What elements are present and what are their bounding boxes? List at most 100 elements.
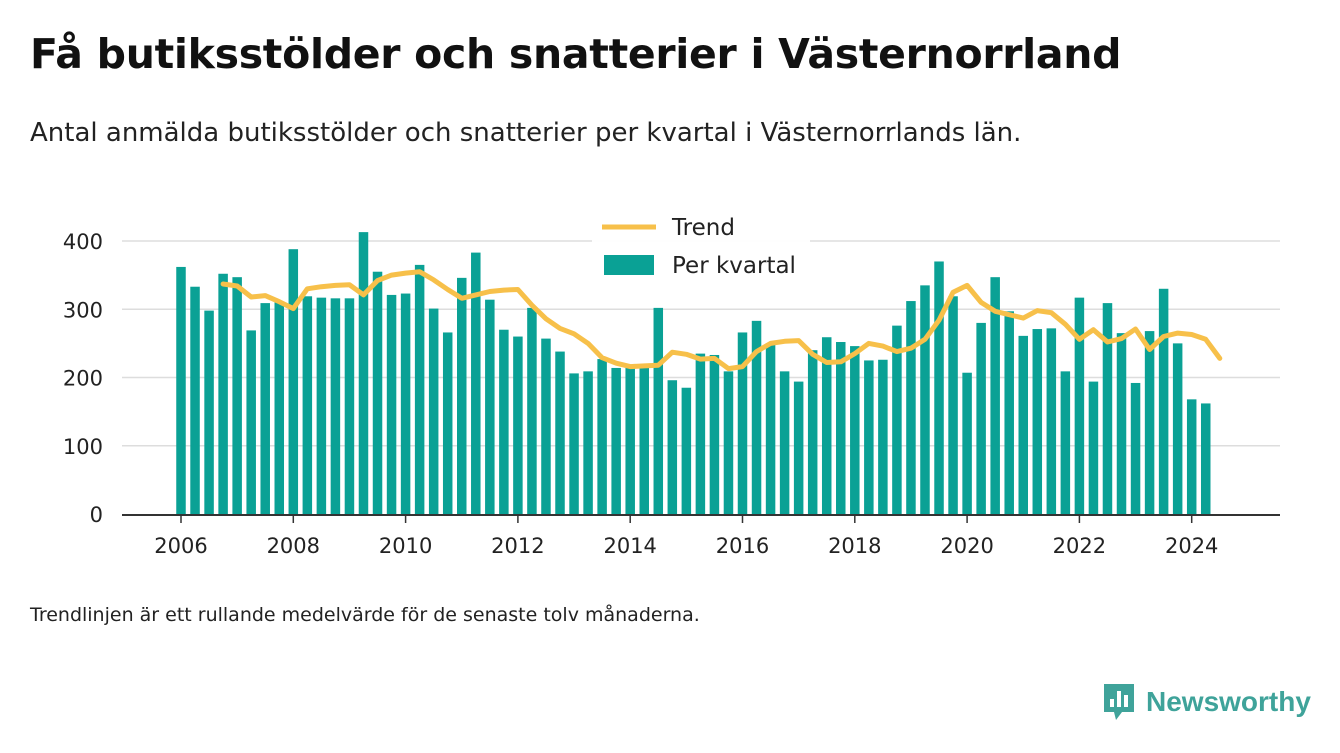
bar: [414, 264, 425, 514]
bar: [1200, 403, 1211, 514]
y-tick-label: 300: [63, 298, 103, 322]
bar: [709, 354, 720, 514]
chart-title: Få butiksstölder och snatterier i Väster…: [30, 30, 1122, 78]
bar: [218, 273, 228, 514]
bar: [864, 360, 874, 514]
bar: [625, 367, 635, 514]
x-tick-label: 2010: [379, 534, 432, 558]
bar: [990, 277, 1000, 514]
bar: [344, 298, 355, 514]
brand-name: Newsworthy: [1146, 686, 1311, 717]
bar: [765, 343, 776, 514]
brand[interactable]: Newsworthy: [1102, 682, 1311, 722]
bar: [316, 297, 327, 514]
bar: [948, 296, 958, 514]
bar: [246, 330, 256, 514]
x-tick-label: 2014: [603, 534, 656, 558]
bar: [372, 271, 383, 514]
bar: [1032, 329, 1043, 514]
bar: [1172, 343, 1183, 514]
x-tick-label: 2006: [154, 534, 207, 558]
trend-line: [220, 269, 1223, 372]
bar: [653, 307, 664, 514]
bar: [457, 277, 467, 514]
bar: [386, 294, 397, 514]
bars-group: [176, 232, 1211, 515]
bar: [499, 329, 509, 514]
bar: [695, 353, 706, 514]
y-tick-label: 200: [63, 367, 103, 391]
y-axis-ticks: 0 100 200 300 400: [63, 230, 103, 527]
bar: [639, 366, 649, 514]
bar: [1102, 303, 1113, 514]
bar: [1060, 371, 1071, 514]
x-tick-label: 2016: [716, 534, 769, 558]
bar: [1018, 335, 1028, 514]
bar: [330, 298, 341, 514]
x-tick-label: 2022: [1053, 534, 1106, 558]
x-axis-ticks: 2006 2008 2010 2012 2014 2016 2018 2020 2022 2024: [154, 515, 1218, 558]
bar: [274, 302, 285, 514]
bar: [1116, 333, 1127, 514]
bar: [260, 303, 270, 514]
bar: [232, 277, 242, 514]
bar: [807, 350, 818, 514]
bar: [793, 381, 804, 514]
bar: [920, 285, 930, 514]
bar: [541, 338, 551, 514]
newsworthy-logo-icon: [1104, 684, 1134, 720]
bar: [288, 249, 299, 514]
bar: [471, 252, 481, 515]
x-tick-label: 2012: [491, 534, 544, 558]
x-tick-label: 2024: [1165, 534, 1218, 558]
bar: [597, 359, 607, 514]
bar: [611, 367, 621, 514]
bar: [176, 266, 186, 514]
bar: [962, 372, 972, 514]
bar: [836, 342, 846, 514]
bar: [1046, 328, 1057, 514]
bar: [1004, 311, 1014, 514]
legend: Trend Per kvartal: [592, 210, 810, 282]
bar: [555, 351, 565, 514]
bar: [1158, 288, 1169, 514]
bar: [428, 308, 439, 514]
bar: [723, 371, 734, 514]
bar: [821, 337, 832, 514]
bar: [850, 346, 860, 514]
bar: [976, 322, 986, 514]
bar: [527, 307, 537, 514]
bar: [513, 336, 523, 514]
bar: [204, 310, 214, 514]
bar: [485, 299, 495, 514]
chart-subtitle: Antal anmälda butiksstölder och snatteri…: [30, 118, 1022, 148]
bar: [583, 371, 593, 514]
bar: [358, 232, 369, 514]
legend-bar-label: Per kvartal: [672, 253, 796, 279]
footnote: Trendlinjen är ett rullande medelvärde f…: [30, 604, 700, 626]
x-tick-label: 2018: [828, 534, 881, 558]
y-tick-label: 100: [63, 435, 103, 459]
bar: [681, 387, 692, 514]
bar: [442, 332, 453, 514]
bar: [737, 332, 748, 514]
legend-trend-label: Trend: [671, 215, 735, 241]
bar: [1130, 382, 1141, 514]
bar: [667, 380, 678, 514]
bar: [190, 286, 200, 514]
bar: [934, 261, 944, 514]
bar: [779, 371, 790, 514]
y-tick-label: 0: [90, 503, 103, 527]
bar: [1088, 381, 1099, 514]
bar: [1186, 399, 1197, 514]
x-tick-label: 2020: [940, 534, 993, 558]
bar: [569, 373, 579, 514]
bar: [906, 301, 916, 514]
y-tick-label: 400: [63, 230, 103, 254]
bar: [892, 325, 902, 514]
bar: [878, 359, 888, 514]
bar: [1074, 297, 1085, 514]
x-tick-label: 2008: [267, 534, 320, 558]
bar: [302, 296, 313, 514]
